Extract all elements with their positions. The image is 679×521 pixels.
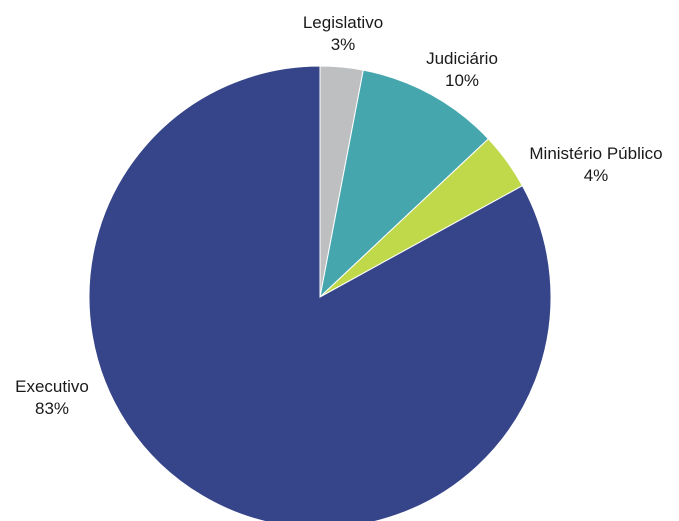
slice-label-name: Ministério Público xyxy=(529,144,662,163)
slice-label-value: 10% xyxy=(445,71,479,90)
slice-label-judiciario: Judiciário 10% xyxy=(426,49,498,90)
slice-label-name: Legislativo xyxy=(303,13,383,32)
slice-label-name: Judiciário xyxy=(426,49,498,68)
pie-slice-executivo xyxy=(88,65,552,521)
slice-label-name: Executivo xyxy=(15,377,89,396)
slice-label-legislativo: Legislativo 3% xyxy=(303,13,383,54)
pie-slice-judiciario xyxy=(319,69,490,299)
pie-labels: Legislativo 3% Judiciário 10% Ministério Púb… xyxy=(15,13,662,418)
slice-label-value: 3% xyxy=(331,35,356,54)
pie-slices xyxy=(88,65,552,521)
slice-label-value: 4% xyxy=(584,166,609,185)
slice-label-value: 83% xyxy=(35,399,69,418)
slice-label-executivo: Executivo 83% xyxy=(15,377,89,418)
slice-label-ministerio-publico: Ministério Público 4% xyxy=(529,144,662,185)
